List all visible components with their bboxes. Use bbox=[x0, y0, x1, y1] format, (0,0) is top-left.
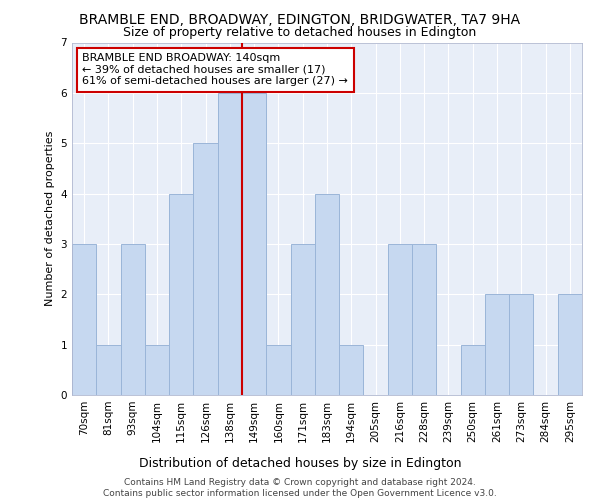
Bar bbox=[558, 294, 582, 395]
Bar bbox=[169, 194, 193, 395]
Text: Size of property relative to detached houses in Edington: Size of property relative to detached ho… bbox=[124, 26, 476, 39]
Y-axis label: Number of detached properties: Number of detached properties bbox=[45, 131, 55, 306]
Text: BRAMBLE END BROADWAY: 140sqm
← 39% of detached houses are smaller (17)
61% of se: BRAMBLE END BROADWAY: 140sqm ← 39% of de… bbox=[82, 53, 348, 86]
Bar bbox=[412, 244, 436, 395]
Text: BRAMBLE END, BROADWAY, EDINGTON, BRIDGWATER, TA7 9HA: BRAMBLE END, BROADWAY, EDINGTON, BRIDGWA… bbox=[79, 12, 521, 26]
Text: Distribution of detached houses by size in Edington: Distribution of detached houses by size … bbox=[139, 458, 461, 470]
Bar bbox=[315, 194, 339, 395]
Text: Contains HM Land Registry data © Crown copyright and database right 2024.
Contai: Contains HM Land Registry data © Crown c… bbox=[103, 478, 497, 498]
Bar bbox=[242, 93, 266, 395]
Bar bbox=[461, 344, 485, 395]
Bar bbox=[509, 294, 533, 395]
Bar bbox=[218, 93, 242, 395]
Bar bbox=[485, 294, 509, 395]
Bar bbox=[388, 244, 412, 395]
Bar bbox=[266, 344, 290, 395]
Bar bbox=[121, 244, 145, 395]
Bar bbox=[193, 143, 218, 395]
Bar bbox=[290, 244, 315, 395]
Bar bbox=[339, 344, 364, 395]
Bar bbox=[96, 344, 121, 395]
Bar bbox=[145, 344, 169, 395]
Bar bbox=[72, 244, 96, 395]
